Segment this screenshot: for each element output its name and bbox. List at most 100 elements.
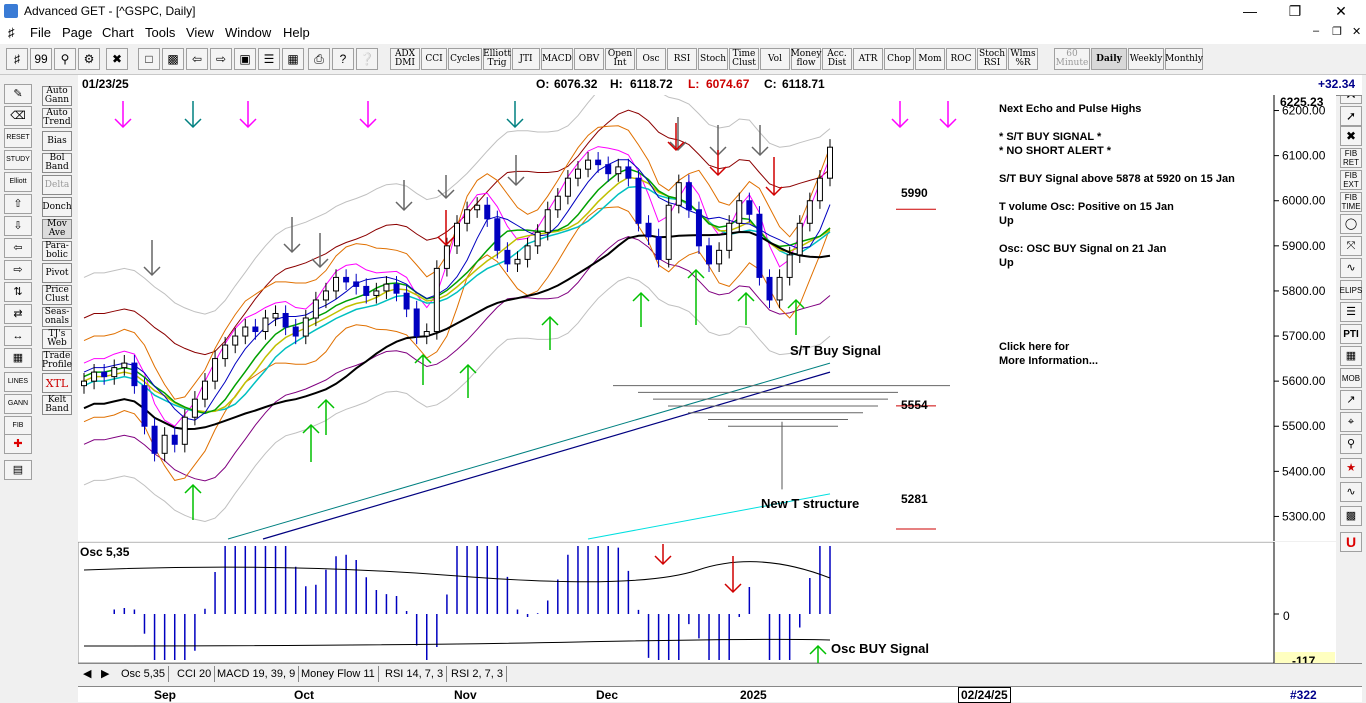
mdi-close-icon[interactable]: ✕ — [1352, 26, 1362, 38]
fan-icon[interactable]: ⤧ — [1340, 236, 1362, 256]
minimize-icon[interactable]: — — [1243, 3, 1257, 19]
study-vol[interactable]: Vol — [760, 48, 790, 70]
timeframe-daily[interactable]: Daily — [1091, 48, 1127, 70]
study-elliott-trig[interactable]: Elliott Trig — [483, 48, 511, 70]
zoom-bars-icon[interactable]: ↔ — [4, 326, 32, 346]
study-rsi[interactable]: RSI — [667, 48, 697, 70]
study-osc[interactable]: Osc — [636, 48, 666, 70]
study-pivot[interactable]: Pivot — [42, 263, 72, 283]
menu-view[interactable]: View — [186, 25, 214, 40]
study-bol-band[interactable]: Bol Band — [42, 153, 72, 173]
fib-button[interactable]: FIB — [4, 416, 32, 436]
timeframe-weekly[interactable]: Weekly — [1128, 48, 1164, 70]
menu-tools[interactable]: Tools — [145, 25, 176, 40]
study-mov-ave[interactable]: Mov Ave — [42, 219, 72, 239]
tab-macd[interactable]: MACD 19, 39, 9 — [214, 666, 300, 682]
study-parabolic[interactable]: Para-bolic — [42, 241, 72, 261]
study-open-int[interactable]: Open Int — [605, 48, 635, 70]
tab-scroll-first-icon[interactable]: ◀ — [83, 668, 92, 680]
fib-circle-icon[interactable]: ◯ — [1340, 214, 1362, 234]
trend-icon[interactable]: ↗ — [1340, 390, 1362, 410]
tab-cci[interactable]: CCI 20 — [174, 666, 216, 682]
delete-icon[interactable]: ✖ — [106, 48, 128, 70]
tab-rsi-2[interactable]: RSI 2, 7, 3 — [448, 666, 507, 682]
elliott-button[interactable]: Elliott — [4, 172, 32, 192]
magnifier-icon[interactable]: ⚲ — [54, 48, 76, 70]
gann-button[interactable]: GANN — [4, 394, 32, 414]
more-info-link[interactable]: More Information... — [999, 355, 1098, 367]
study-delta[interactable]: Delta — [42, 175, 72, 195]
context-help-icon[interactable]: ❔ — [356, 48, 378, 70]
study-bias[interactable]: Bias — [42, 131, 72, 151]
study-cci[interactable]: CCI — [421, 48, 447, 70]
quote-icon[interactable]: 99 — [30, 48, 52, 70]
report-icon[interactable]: ▤ — [4, 460, 32, 480]
fib-ext-button[interactable]: FIB EXT — [1340, 170, 1362, 190]
copy-icon[interactable]: ▣ — [234, 48, 256, 70]
study-seasonals[interactable]: Seas-onals — [42, 307, 72, 327]
table-icon[interactable]: ▦ — [1340, 346, 1362, 366]
menu-window[interactable]: Window — [225, 25, 272, 40]
tab-money-flow[interactable]: Money Flow 11 — [298, 666, 379, 682]
pencil-icon[interactable]: ✎ — [4, 84, 32, 104]
study-chop[interactable]: Chop — [884, 48, 914, 70]
arrow-left-icon[interactable]: ⇦ — [4, 238, 32, 258]
study-atr[interactable]: ATR — [853, 48, 883, 70]
fib-time-button[interactable]: FIB TIME — [1340, 192, 1362, 212]
mdi-restore-icon[interactable]: ❐ — [1332, 26, 1342, 38]
study-donch[interactable]: Donch — [42, 197, 72, 217]
channel-icon[interactable]: ☰ — [1340, 302, 1362, 322]
click-here-link[interactable]: Click here for — [999, 341, 1070, 353]
open-icon[interactable]: ▩ — [162, 48, 184, 70]
cursor-icon[interactable]: ♯ — [6, 48, 28, 70]
study-macd[interactable]: MACD — [541, 48, 573, 70]
study-price-clust[interactable]: Price Clust — [42, 285, 72, 305]
study-money-flow[interactable]: Money flow — [790, 48, 822, 70]
study-auto-gann[interactable]: Auto Gann — [42, 86, 72, 106]
wave-icon[interactable]: ∿ — [1340, 258, 1362, 278]
grid-tool-icon[interactable]: ▦ — [4, 348, 32, 368]
tab-osc[interactable]: Osc 5,35 — [118, 666, 170, 682]
tab-rsi-14[interactable]: RSI 14, 7, 3 — [382, 666, 448, 682]
close-icon[interactable]: ✕ — [1335, 3, 1347, 19]
menu-chart[interactable]: Chart — [102, 25, 134, 40]
timeframe-60-minute[interactable]: 60 Minute — [1054, 48, 1090, 70]
back-icon[interactable]: ⇦ — [186, 48, 208, 70]
study-wlms-r[interactable]: Wlms %R — [1008, 48, 1038, 70]
help-icon[interactable]: ? — [332, 48, 354, 70]
expand-icon[interactable]: ⇄ — [4, 304, 32, 324]
menu-help[interactable]: Help — [283, 25, 310, 40]
forward-icon[interactable]: ⇨ — [210, 48, 232, 70]
erase-icon[interactable]: ⌫ — [4, 106, 32, 126]
elips-button[interactable]: ELIPS — [1340, 280, 1362, 300]
mob-button[interactable]: MOB — [1340, 368, 1362, 388]
new-page-icon[interactable]: □ — [138, 48, 160, 70]
study-xtl[interactable]: XTL — [42, 373, 72, 393]
study-kelt-band[interactable]: Kelt Band — [42, 395, 72, 415]
study-tjs-web[interactable]: TJ's Web — [42, 329, 72, 349]
study-roc[interactable]: ROC — [946, 48, 976, 70]
print-icon[interactable]: ⎙ — [308, 48, 330, 70]
mdi-minimize-icon[interactable]: – — [1313, 25, 1320, 37]
pattern-icon[interactable]: ▩ — [1340, 506, 1362, 526]
reset-button[interactable]: RESET — [4, 128, 32, 148]
study-obv[interactable]: OBV — [574, 48, 604, 70]
timeframe-monthly[interactable]: Monthly — [1165, 48, 1203, 70]
study-mom[interactable]: Mom — [915, 48, 945, 70]
study-button[interactable]: STUDY — [4, 150, 32, 170]
pti-button[interactable]: PTI — [1340, 324, 1362, 344]
arrow-up-icon[interactable]: ⇧ — [4, 194, 32, 214]
crosshair-icon[interactable]: ✚ — [4, 434, 32, 454]
cycle-icon[interactable]: ∿ — [1340, 482, 1362, 502]
price-chart[interactable]: 6200.00 6100.00 6000.00 5900.00 5800.00 5700.… — [78, 95, 1336, 541]
study-cycles[interactable]: Cycles — [448, 48, 482, 70]
signal-icon[interactable]: ★ — [1340, 458, 1362, 478]
lines-button[interactable]: LINES — [4, 372, 32, 392]
study-stoch[interactable]: Stoch — [698, 48, 728, 70]
arrow-right-icon[interactable]: ⇨ — [4, 260, 32, 280]
study-time-clust[interactable]: Time Clust — [729, 48, 759, 70]
study-stoch-rsi[interactable]: Stoch RSI — [977, 48, 1007, 70]
study-trade-profile[interactable]: Trade Profile — [42, 351, 72, 371]
study-acc-dist[interactable]: Acc. Dist — [822, 48, 852, 70]
list-icon[interactable]: ☰ — [258, 48, 280, 70]
